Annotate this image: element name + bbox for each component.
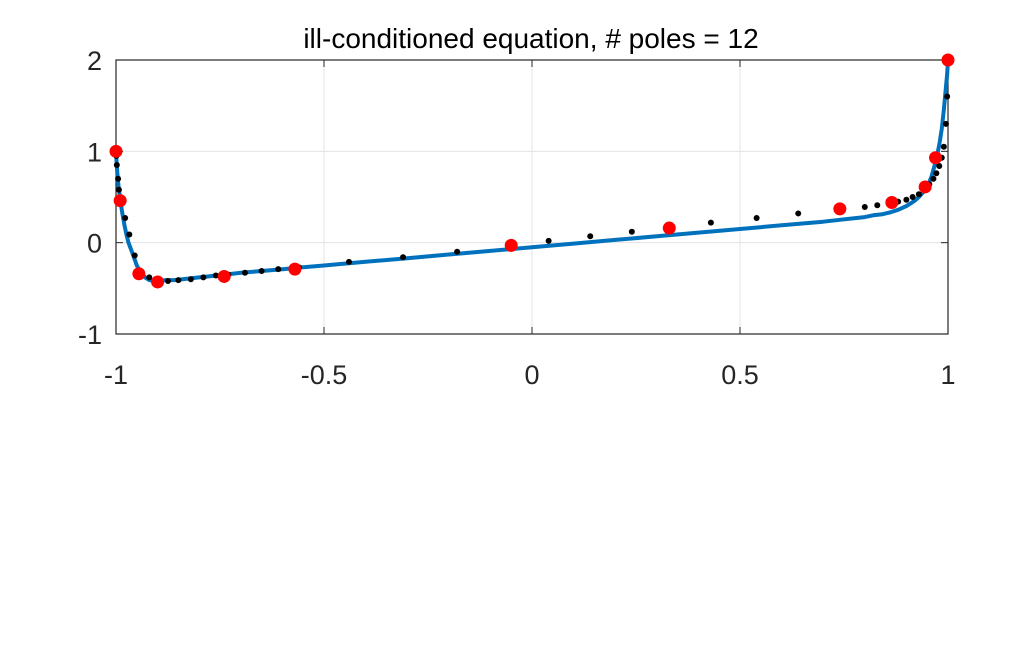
small-marker-point (131, 252, 138, 259)
pole-marker-point (132, 267, 146, 281)
y-tick-labels: -1 0 1 2 (78, 46, 102, 350)
small-marker-point (933, 170, 940, 177)
small-marker-point (903, 196, 910, 203)
pole-marker-point (941, 53, 955, 67)
small-marker-point (944, 93, 951, 100)
small-marker-point (122, 215, 129, 222)
grid-lines (116, 60, 948, 334)
pole-marker-point (833, 202, 847, 216)
small-marker-point (175, 277, 182, 284)
x-tick-label: -1 (104, 360, 128, 390)
pole-marker-point (113, 194, 127, 208)
small-marker-point (115, 175, 122, 182)
small-marker-point (187, 276, 194, 283)
small-marker-point (861, 204, 868, 211)
pole-marker-point (109, 144, 123, 158)
small-marker-point (400, 254, 407, 261)
pole-marker-point (288, 262, 302, 276)
large-markers-layer (109, 53, 955, 289)
small-marker-point (146, 274, 153, 281)
small-marker-point (275, 266, 282, 273)
pole-marker-point (217, 269, 231, 283)
pole-marker-point (151, 275, 165, 289)
chart-title: ill-conditioned equation, # poles = 12 (303, 23, 758, 54)
pole-marker-point (662, 221, 676, 235)
small-marker-point (115, 186, 122, 193)
x-tick-label: 0.5 (721, 360, 759, 390)
y-tick-label: 1 (87, 137, 102, 167)
small-marker-point (126, 231, 133, 238)
small-marker-point (753, 215, 760, 222)
small-marker-point (942, 120, 949, 127)
small-marker-point (707, 219, 714, 226)
small-marker-point (940, 143, 947, 150)
small-marker-point (545, 237, 552, 244)
pole-marker-point (929, 151, 943, 165)
small-marker-point (165, 278, 171, 285)
x-tick-label: 1 (940, 360, 955, 390)
small-marker-point (915, 191, 922, 198)
small-marker-point (454, 248, 461, 255)
y-tick-label: 2 (87, 46, 102, 76)
small-marker-point (936, 162, 943, 169)
small-marker-point (200, 274, 207, 281)
y-tick-label: 0 (87, 229, 102, 259)
small-marker-point (241, 269, 248, 276)
pole-marker-point (918, 180, 932, 194)
small-marker-point (258, 267, 265, 274)
small-marker-point (930, 175, 937, 182)
small-marker-point (628, 228, 635, 235)
small-marker-point (113, 162, 120, 169)
pole-marker-point (504, 238, 518, 252)
x-tick-label: -0.5 (301, 360, 348, 390)
x-tick-label: 0 (524, 360, 539, 390)
pole-marker-point (885, 195, 899, 209)
small-marker-point (345, 258, 352, 265)
y-tick-label: -1 (78, 320, 102, 350)
small-marker-point (587, 233, 594, 240)
small-marker-point (795, 210, 802, 217)
small-marker-point (909, 194, 916, 200)
x-tick-labels: -1 -0.5 0 0.5 1 (104, 360, 956, 390)
small-marker-point (874, 202, 881, 209)
small-marker-point (212, 272, 219, 279)
